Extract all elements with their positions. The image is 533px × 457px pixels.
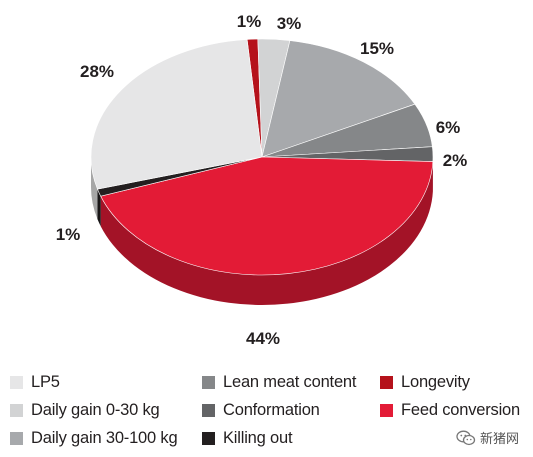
pie-slice-lp5 — [90, 39, 263, 190]
legend-swatch — [10, 431, 23, 445]
legend-item-lean-meat: Lean meat content — [202, 369, 356, 395]
value-label-conformation: 2% — [443, 151, 468, 170]
value-label-killing-out: 1% — [56, 225, 81, 244]
value-label-daily-gain-0-30: 3% — [277, 14, 302, 33]
legend-item-killing-out: Killing out — [202, 425, 293, 451]
watermark-text: 新猪网 — [479, 432, 519, 447]
legend-swatch — [202, 375, 215, 389]
legend-label: Lean meat content — [223, 372, 357, 391]
value-label-daily-gain-30-100: 15% — [360, 39, 394, 58]
pie-side-lp5 — [91, 157, 98, 220]
legend-item-feed-conversion: Feed conversion — [380, 397, 520, 423]
legend-item-daily-gain-0-30: Daily gain 0-30 kg — [10, 397, 160, 423]
legend-label: Killing out — [223, 428, 293, 447]
legend-label: Conformation — [223, 400, 320, 419]
legend-label: Daily gain 30-100 kg — [31, 428, 178, 447]
legend-item-lp5: LP5 — [10, 369, 60, 395]
pie-slice-daily-gain-30-100 — [261, 40, 416, 158]
wechat-icon — [456, 430, 476, 445]
legend-swatch — [10, 403, 23, 417]
legend-swatch — [202, 403, 215, 417]
value-label-longevity: 1% — [237, 12, 262, 31]
legend-label: LP5 — [31, 372, 60, 391]
watermark: 新猪网 — [456, 428, 519, 447]
pie-side-killing-out — [97, 189, 101, 227]
legend-item-conformation: Conformation — [202, 397, 320, 423]
value-label-lean-meat: 6% — [436, 118, 461, 137]
value-label-lp5: 28% — [80, 62, 114, 81]
legend-item-daily-gain-30-100: Daily gain 30-100 kg — [10, 425, 178, 451]
pie-slices — [90, 38, 434, 276]
value-label-feed-conversion: 44% — [246, 329, 280, 348]
pie-side-walls — [91, 157, 433, 305]
legend-label: Feed conversion — [401, 400, 520, 419]
legend-item-longevity: Longevity — [380, 369, 470, 395]
legend-swatch — [380, 375, 393, 389]
legend-label: Daily gain 0-30 kg — [31, 400, 160, 419]
pie-value-labels: 28% 3% 15% 6% 2% 1% 1% 44% — [56, 12, 468, 348]
legend-swatch — [380, 403, 393, 417]
pie-slice-feed-conversion — [100, 156, 434, 276]
legend-swatch — [202, 431, 215, 445]
legend-swatch — [10, 375, 23, 389]
pie-side-feed-conversion — [100, 161, 433, 305]
legend-label: Longevity — [401, 372, 470, 391]
legend: LP5 Daily gain 0-30 kg Daily gain 30-100… — [0, 368, 533, 457]
pie-chart: 28% 3% 15% 6% 2% 1% 1% 44% — [56, 12, 468, 348]
